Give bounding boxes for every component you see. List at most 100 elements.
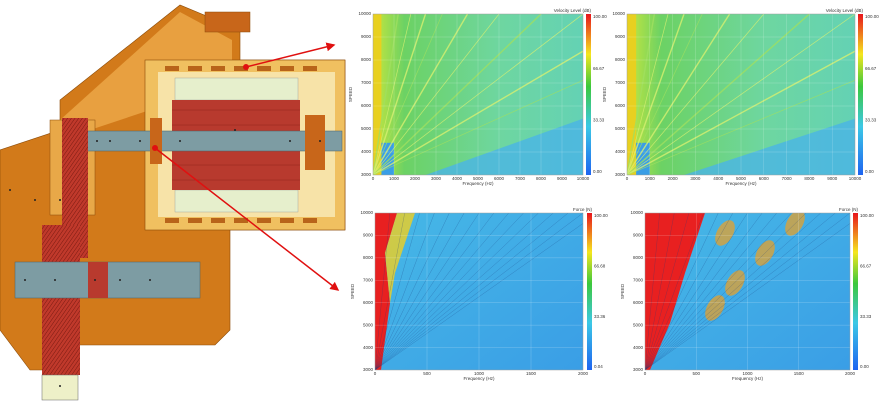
y-tick-label: 10000 <box>360 210 373 215</box>
x-tick-label: 1000 <box>742 371 753 376</box>
y-tick-label: 6000 <box>633 300 644 305</box>
low-region <box>425 118 583 175</box>
hot-spot <box>785 213 805 236</box>
colorbar-label: 100.00 <box>594 213 608 218</box>
y-tick-label: 10000 <box>630 210 643 215</box>
x-tick-label: 1000 <box>645 176 656 181</box>
plot-area <box>627 14 855 175</box>
order-line <box>627 14 685 175</box>
order-line <box>373 14 469 175</box>
y-axis-label: SPEED <box>348 86 353 102</box>
colorbar-label: 66.67 <box>860 264 872 269</box>
order-line <box>645 223 850 370</box>
y-tick-label: 8000 <box>361 57 372 62</box>
x-tick-label: 0 <box>374 371 377 376</box>
y-tick-label: 10000 <box>358 11 371 16</box>
y-tick-label: 3000 <box>633 367 644 372</box>
y-axis-label: SPEED <box>620 283 625 299</box>
order-line <box>375 213 494 370</box>
colorbar-title: Force (N) <box>573 207 593 212</box>
y-tick-label: 3000 <box>615 172 626 177</box>
order-line <box>627 14 669 175</box>
order-line <box>645 213 675 370</box>
colorbar <box>858 14 863 175</box>
colorbar-label: 0.00 <box>860 364 869 369</box>
order-line <box>645 213 660 370</box>
y-tick-label: 7000 <box>633 277 644 282</box>
y-tick-label: 6000 <box>615 103 626 108</box>
x-tick-label: 2000 <box>845 371 856 376</box>
x-tick-label: 10000 <box>577 176 590 181</box>
gearbox-section <box>0 4 346 401</box>
y-tick-label: 7000 <box>615 80 626 85</box>
x-tick-label: 2000 <box>668 176 679 181</box>
y-tick-label: 5000 <box>615 126 626 131</box>
x-tick-label: 0 <box>644 371 647 376</box>
order-line <box>373 50 583 175</box>
y-tick-label: 8000 <box>615 57 626 62</box>
order-line <box>375 213 569 370</box>
order-line <box>645 213 719 370</box>
colorbar <box>853 213 858 370</box>
y-tick-label: 9000 <box>615 34 626 39</box>
x-tick-label: 5000 <box>736 176 747 181</box>
x-tick-label: 2000 <box>578 371 589 376</box>
plot-frame <box>372 13 584 176</box>
x-tick-label: 500 <box>423 371 431 376</box>
high-region <box>375 213 397 370</box>
spectrogram-panel: 0 500 1000 1500 2000 3000 4000 5000 6000 7000 8000… <box>350 207 608 381</box>
order-line <box>375 213 450 370</box>
x-tick-label: 500 <box>692 371 700 376</box>
colorbar-label: 33.33 <box>593 118 605 123</box>
x-tick-label: 5000 <box>473 176 484 181</box>
x-tick-label: 1000 <box>474 371 485 376</box>
order-line <box>645 213 807 370</box>
y-axis-label: SPEED <box>350 283 355 299</box>
x-axis-label: Frequency (Hz) <box>463 376 495 381</box>
high-region <box>645 213 705 370</box>
order-line <box>375 213 465 370</box>
colorbar-label: 100.00 <box>593 14 607 19</box>
colorbar-title: Velocity Level (dB) <box>826 8 864 13</box>
colorbar-label: 33.33 <box>860 314 872 319</box>
x-tick-label: 8000 <box>536 176 547 181</box>
y-tick-label: 4000 <box>363 345 374 350</box>
x-tick-label: 0 <box>626 176 629 181</box>
colorbar-title: Force (N) <box>839 207 859 212</box>
x-tick-label: 4000 <box>713 176 724 181</box>
order-line <box>645 213 792 370</box>
y-tick-label: 5000 <box>361 126 372 131</box>
order-line <box>375 223 583 370</box>
hot-spot <box>705 295 725 321</box>
order-line <box>373 14 443 175</box>
order-line <box>645 213 777 370</box>
y-tick-label: 9000 <box>633 233 644 238</box>
high-strip <box>373 14 382 175</box>
order-line <box>375 213 420 370</box>
x-tick-label: 6000 <box>759 176 770 181</box>
y-tick-label: 10000 <box>612 11 625 16</box>
order-line <box>375 213 524 370</box>
y-tick-label: 5000 <box>633 322 644 327</box>
y-axis-label: SPEED <box>602 86 607 102</box>
x-tick-label: 10000 <box>849 176 862 181</box>
colorbar-label: 33.33 <box>865 118 877 123</box>
x-tick-label: 9000 <box>557 176 568 181</box>
colorbar-label: 100.00 <box>860 213 874 218</box>
x-axis-label: Frequency (Hz) <box>462 181 494 186</box>
x-tick-label: 7000 <box>515 176 526 181</box>
order-line <box>627 79 855 175</box>
x-tick-label: 6000 <box>494 176 505 181</box>
order-line <box>375 213 435 370</box>
colorbar-label: 66.68 <box>594 264 606 269</box>
x-tick-label: 7000 <box>782 176 793 181</box>
plot-frame <box>374 212 584 371</box>
y-tick-label: 8000 <box>363 255 374 260</box>
x-tick-label: 1500 <box>794 371 805 376</box>
y-tick-label: 4000 <box>633 345 644 350</box>
y-tick-label: 6000 <box>361 103 372 108</box>
hot-spot <box>715 220 735 246</box>
colorbar-title: Velocity Level (dB) <box>554 8 592 13</box>
x-tick-label: 4000 <box>452 176 463 181</box>
